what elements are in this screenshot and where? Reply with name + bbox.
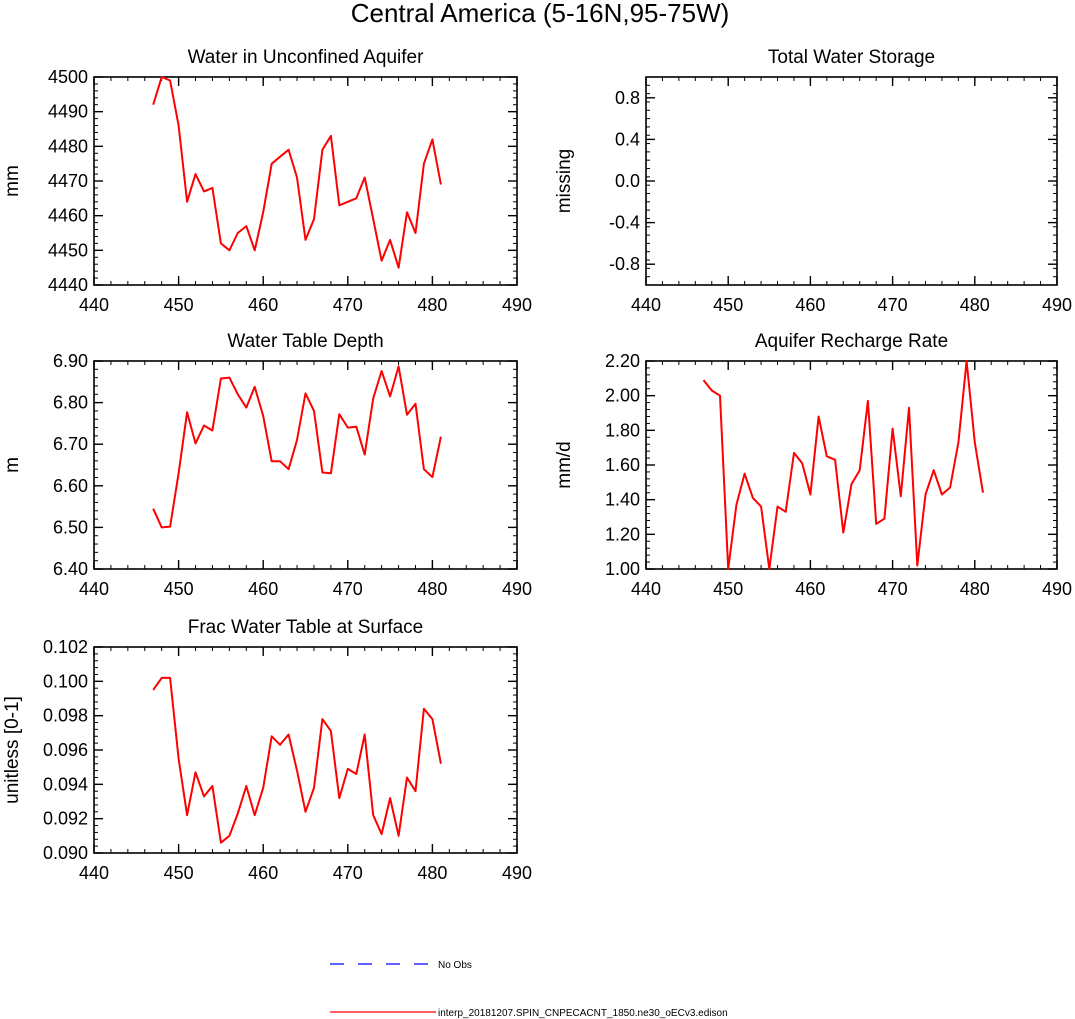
y-tick-label: 4500 [48, 67, 88, 87]
y-tick-label: 6.50 [53, 517, 88, 537]
y-tick-label: -0.4 [609, 213, 640, 233]
y-tick-label: 2.00 [605, 386, 640, 406]
y-tick-label: 4450 [48, 240, 88, 260]
y-tick-label: 1.80 [605, 420, 640, 440]
x-tick-label: 470 [878, 579, 908, 599]
x-tick-label: 480 [417, 295, 447, 315]
panel-title: Aquifer Recharge Rate [755, 331, 948, 352]
y-axis-label: unitless [0-1] [2, 696, 23, 804]
y-tick-label: 0.4 [615, 129, 640, 149]
panel-4: Aquifer Recharge Rate 440 450 460 470 480 490 1… [554, 331, 1072, 599]
panel-5: Frac Water Table at Surface 440 450 460 470 4… [2, 617, 532, 883]
panel-3: Water Table Depth 440 450 460 470 480 490 6.40 6… [2, 331, 532, 599]
y-tick-label: 0.0 [615, 171, 640, 191]
x-tick-label: 460 [795, 295, 825, 315]
y-tick-label: 0.098 [43, 706, 88, 726]
x-tick-label: 440 [79, 295, 109, 315]
y-tick-label: 0.094 [43, 774, 88, 794]
y-tick-label: 1.60 [605, 455, 640, 475]
series-line [152, 76, 442, 269]
series-line [152, 676, 442, 844]
x-tick-label: 450 [713, 579, 743, 599]
y-axis-label: mm [2, 165, 23, 197]
y-tick-label: 0.092 [43, 809, 88, 829]
y-axis-label: m [2, 457, 23, 473]
legend-label-model: interp_20181207.SPIN_CNPECACNT_1850.ne30… [438, 1008, 728, 1019]
y-tick-label: 0.8 [615, 88, 640, 108]
x-tick-label: 440 [631, 579, 661, 599]
y-tick-label: 6.90 [53, 351, 88, 371]
y-tick-label: 6.80 [53, 393, 88, 413]
y-tick-label: 6.40 [53, 559, 88, 579]
y-tick-label: 0.100 [43, 671, 88, 691]
y-axis-label: mm/d [554, 441, 575, 489]
x-tick-label: 460 [795, 579, 825, 599]
x-tick-label: 460 [248, 579, 278, 599]
panel-title: Water in Unconfined Aquifer [188, 47, 425, 68]
plot-frame [645, 360, 1058, 570]
y-tick-label: 4460 [48, 206, 88, 226]
figure-title: Central America (5-16N,95-75W) [351, 0, 730, 28]
y-tick-label: 6.70 [53, 434, 88, 454]
x-tick-label: 490 [502, 863, 532, 883]
y-axis-label: missing [554, 149, 575, 213]
legend: No Obs interp_20181207.SPIN_CNPECACNT_18… [330, 960, 728, 1019]
x-tick-label: 470 [333, 295, 363, 315]
x-tick-label: 440 [79, 579, 109, 599]
plot-frame [93, 646, 518, 854]
legend-label-no-obs: No Obs [438, 960, 472, 971]
plot-frame [93, 360, 518, 570]
y-tick-label: 4440 [48, 275, 88, 295]
x-tick-label: 440 [631, 295, 661, 315]
x-tick-label: 460 [248, 295, 278, 315]
panel-1: Water in Unconfined Aquifer 440 450 460 470 4… [2, 47, 532, 315]
x-tick-label: 490 [502, 295, 532, 315]
x-tick-label: 480 [960, 579, 990, 599]
x-tick-label: 470 [333, 579, 363, 599]
y-tick-label: 6.60 [53, 476, 88, 496]
y-tick-label: 4490 [48, 102, 88, 122]
y-tick-label: 4480 [48, 136, 88, 156]
y-tick-label: 1.20 [605, 524, 640, 544]
x-tick-label: 490 [502, 579, 532, 599]
y-tick-label: 2.20 [605, 351, 640, 371]
x-tick-label: 490 [1042, 579, 1072, 599]
x-tick-label: 450 [164, 579, 194, 599]
x-tick-label: 440 [79, 863, 109, 883]
x-tick-label: 470 [878, 295, 908, 315]
x-tick-label: 480 [417, 863, 447, 883]
x-tick-label: 470 [333, 863, 363, 883]
plot-frame [93, 76, 518, 286]
x-tick-label: 480 [417, 579, 447, 599]
y-tick-label: 1.40 [605, 490, 640, 510]
x-tick-label: 490 [1042, 295, 1072, 315]
panels: Water in Unconfined Aquifer 440 450 460 470 4… [2, 47, 1072, 883]
y-tick-label: 0.096 [43, 740, 88, 760]
x-tick-label: 450 [164, 295, 194, 315]
panel-title: Frac Water Table at Surface [188, 617, 424, 638]
y-tick-label: 1.00 [605, 559, 640, 579]
y-tick-label: -0.8 [609, 254, 640, 274]
plot-frame [645, 76, 1058, 286]
x-tick-label: 450 [164, 863, 194, 883]
x-tick-label: 460 [248, 863, 278, 883]
series-line [152, 365, 442, 529]
series-line [702, 360, 984, 570]
x-tick-label: 450 [713, 295, 743, 315]
y-tick-label: 0.102 [43, 637, 88, 657]
panel-title: Water Table Depth [227, 331, 383, 352]
y-tick-label: 4470 [48, 171, 88, 191]
panel-2: Total Water Storage 440 450 460 470 480 490 -0.… [554, 47, 1072, 315]
y-tick-label: 0.090 [43, 843, 88, 863]
x-tick-label: 480 [960, 295, 990, 315]
panel-title: Total Water Storage [768, 47, 935, 68]
